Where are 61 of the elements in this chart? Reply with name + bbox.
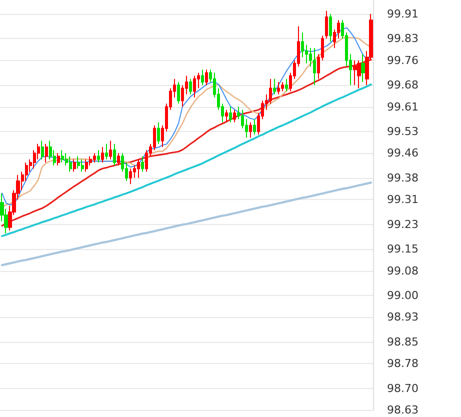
candlestick: [77, 156, 80, 170]
y-tick-label: 99.31: [387, 193, 418, 206]
y-tick-label: 99.68: [387, 78, 418, 92]
candlestick: [69, 156, 72, 172]
candlestick: [353, 60, 357, 86]
candlestick: [93, 152, 96, 163]
candlestick: [105, 143, 108, 160]
candlestick: [273, 78, 276, 95]
candlestick: [225, 109, 228, 123]
y-tick-label: 98.63: [387, 404, 418, 416]
candlestick: [205, 69, 208, 86]
candlestick: [57, 152, 60, 166]
y-tick-label: 99.53: [387, 125, 418, 138]
candlestick: [113, 143, 116, 166]
candlestick: [329, 13, 332, 42]
candlestick: [117, 152, 120, 166]
y-tick-label: 99.15: [387, 242, 418, 256]
y-tick-label: 98.78: [387, 357, 418, 370]
y-tick-label: 98.93: [387, 310, 418, 324]
candlestick: [325, 10, 328, 40]
candlestick: [73, 158, 76, 172]
candlestick: [285, 78, 288, 92]
y-tick-label: 99.38: [387, 171, 418, 184]
candlestick: [189, 78, 192, 95]
y-tick-label: 99.91: [387, 7, 418, 20]
candlestick: [81, 158, 84, 172]
candlestick: [229, 106, 232, 123]
candlestick: [277, 82, 280, 95]
line-series: [1, 84, 372, 238]
y-tick-label: 99.83: [387, 32, 418, 46]
candlestick: [137, 158, 140, 178]
y-tick-label: 99.23: [387, 218, 418, 231]
candlestick: [233, 109, 236, 123]
line-series: [0, 181, 372, 266]
y-tick-label: 99.00: [387, 289, 418, 302]
candlestick: [141, 156, 144, 172]
y-tick-label: 99.08: [387, 264, 418, 278]
candlestick: [109, 140, 112, 160]
y-tick-label: 98.70: [387, 382, 418, 395]
candlestick: [281, 82, 284, 92]
candlestick: [177, 82, 180, 104]
candlestick: [85, 158, 88, 172]
y-tick-label: 99.61: [387, 100, 418, 114]
candlestick: [157, 122, 160, 144]
candlestick: [361, 54, 365, 82]
candlestick: [45, 143, 48, 163]
candlestick: [253, 118, 256, 136]
candlestick: [357, 60, 361, 89]
candlestick: [41, 140, 44, 160]
candlestick: [61, 150, 64, 163]
candlestick: [97, 150, 100, 163]
y-tick-label: 98.85: [387, 335, 418, 348]
candlestick: [193, 75, 196, 98]
candlestick: [129, 168, 132, 185]
y-tick-label: 99.76: [387, 54, 418, 67]
candlestick: [249, 122, 252, 138]
candlestick: [201, 69, 204, 86]
candlestick: [101, 146, 104, 163]
line-series: [1, 58, 372, 227]
y-tick-label: 99.46: [387, 146, 418, 160]
candlestick: [313, 47, 316, 86]
